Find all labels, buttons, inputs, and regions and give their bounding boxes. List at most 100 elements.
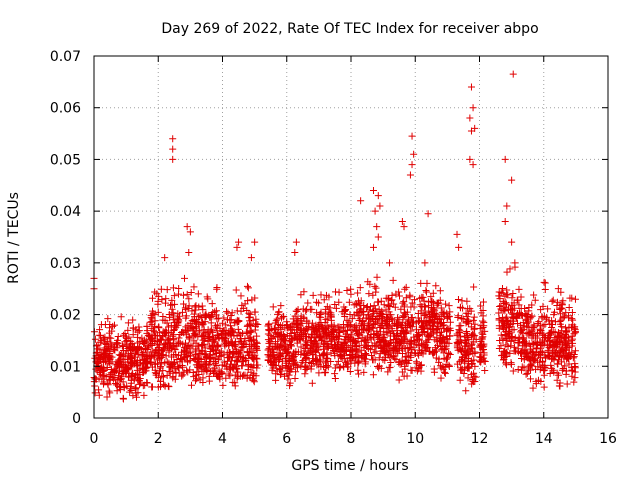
data-point — [223, 308, 231, 316]
data-point — [284, 375, 292, 383]
data-point — [234, 350, 242, 358]
data-point — [143, 322, 151, 330]
data-point — [105, 387, 113, 395]
data-point — [232, 286, 240, 294]
data-point — [197, 356, 205, 364]
data-point — [176, 339, 184, 347]
data-point — [479, 317, 487, 325]
data-point — [170, 292, 178, 300]
data-point — [192, 306, 200, 314]
data-point — [506, 265, 514, 273]
data-point — [464, 374, 472, 382]
data-point — [316, 333, 324, 341]
data-point — [562, 324, 570, 332]
data-point — [385, 295, 393, 303]
data-point — [367, 346, 375, 354]
data-point — [546, 320, 554, 328]
data-point — [272, 317, 280, 325]
x-tick-label: 8 — [347, 431, 356, 447]
data-point — [523, 369, 531, 377]
data-point — [328, 327, 336, 335]
data-point — [124, 373, 132, 381]
data-point — [528, 312, 536, 320]
data-point — [393, 321, 401, 329]
data-point — [214, 331, 222, 339]
data-point — [129, 331, 137, 339]
data-point — [169, 373, 177, 381]
data-point — [434, 299, 442, 307]
data-point — [445, 312, 453, 320]
data-point — [228, 309, 236, 317]
data-point — [301, 363, 309, 371]
data-point — [234, 325, 242, 333]
data-point — [146, 318, 154, 326]
data-point — [208, 300, 216, 308]
data-point — [91, 335, 99, 343]
data-point — [103, 338, 111, 346]
data-point — [161, 329, 169, 337]
data-point — [166, 314, 174, 322]
data-point — [245, 309, 253, 317]
data-point — [116, 386, 124, 394]
data-point — [480, 322, 488, 330]
data-point — [167, 322, 175, 330]
data-point — [131, 358, 139, 366]
data-point — [200, 367, 208, 375]
data-point — [395, 376, 403, 384]
data-point — [369, 186, 377, 194]
data-point — [223, 365, 231, 373]
data-point — [503, 202, 511, 210]
data-point — [195, 326, 203, 334]
data-point — [400, 372, 408, 380]
data-point — [378, 321, 386, 329]
data-point — [469, 104, 477, 112]
data-point — [389, 276, 397, 284]
data-point — [513, 314, 521, 322]
data-point — [129, 316, 137, 324]
data-point — [242, 328, 250, 336]
data-point — [470, 283, 478, 291]
data-point — [131, 384, 139, 392]
data-point — [395, 316, 403, 324]
data-point — [187, 289, 195, 297]
data-point — [292, 307, 300, 315]
data-point — [481, 327, 489, 335]
data-point — [346, 368, 354, 376]
data-point — [462, 309, 470, 317]
data-point — [434, 315, 442, 323]
data-point — [438, 328, 446, 336]
data-point — [335, 298, 343, 306]
data-point — [242, 356, 250, 364]
data-point — [253, 332, 261, 340]
data-point — [337, 353, 345, 361]
data-point — [331, 375, 339, 383]
data-point — [400, 344, 408, 352]
data-point — [268, 346, 276, 354]
data-point — [277, 370, 285, 378]
data-point — [330, 349, 338, 357]
data-point — [558, 323, 566, 331]
data-point — [170, 340, 178, 348]
data-point — [571, 360, 579, 368]
data-point — [140, 340, 148, 348]
data-point — [264, 336, 272, 344]
data-point — [558, 301, 566, 309]
data-point — [297, 343, 305, 351]
data-point — [215, 334, 223, 342]
data-point — [148, 342, 156, 350]
data-point — [412, 364, 420, 372]
data-point — [267, 352, 275, 360]
data-point — [251, 308, 259, 316]
data-point — [548, 355, 556, 363]
data-point — [250, 370, 258, 378]
data-point — [519, 326, 527, 334]
data-point — [477, 348, 485, 356]
data-point — [372, 347, 380, 355]
data-point — [454, 313, 462, 321]
data-point — [218, 319, 226, 327]
data-point — [415, 336, 423, 344]
data-point — [561, 338, 569, 346]
data-point — [170, 326, 178, 334]
data-point — [159, 345, 167, 353]
data-point — [478, 329, 486, 337]
